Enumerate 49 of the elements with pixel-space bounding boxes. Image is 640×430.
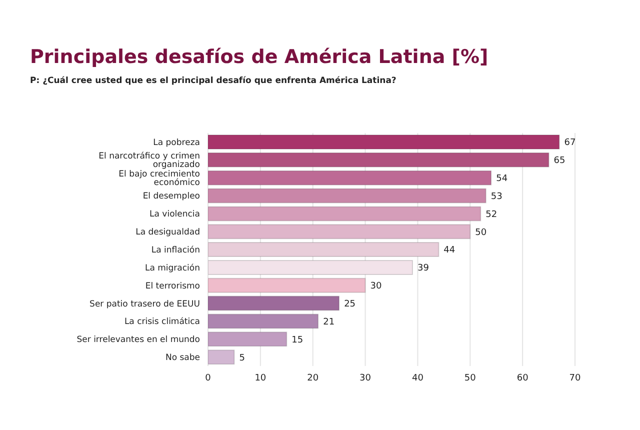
- data-label: 39: [417, 264, 430, 274]
- y-tick-label: La desigualdad: [136, 228, 200, 238]
- data-label: 21: [323, 317, 335, 328]
- data-label: 5: [239, 353, 245, 364]
- y-tick-label: Ser patio trasero de EEUU: [90, 299, 200, 310]
- y-tick-label: El desempleo: [142, 192, 200, 202]
- bar: [208, 278, 366, 293]
- bar: [208, 296, 340, 311]
- data-label: 44: [444, 246, 456, 256]
- x-tick-label: 60: [516, 373, 529, 384]
- data-label: 25: [344, 300, 356, 310]
- bar: [208, 134, 560, 150]
- bar: [208, 206, 482, 222]
- bar: [208, 260, 413, 275]
- bar: [208, 188, 486, 204]
- data-label: 15: [292, 335, 304, 346]
- y-tick-label: La pobreza: [153, 138, 200, 148]
- data-label: 54: [496, 174, 508, 184]
- data-label: 50: [475, 228, 487, 238]
- y-tick-label: La crisis climática: [124, 317, 200, 328]
- data-label: 52: [486, 210, 498, 220]
- data-label: 53: [490, 192, 502, 202]
- data-label: 67: [564, 138, 576, 148]
- x-tick-label: 50: [464, 373, 476, 384]
- data-label: 30: [370, 282, 382, 292]
- bar: [208, 224, 471, 240]
- chart-subtitle: P: ¿Cuál cree usted que es el principal desafío que enfrenta América Latina?: [30, 76, 396, 86]
- x-tick-label: 40: [412, 373, 424, 384]
- x-tick-label: 20: [307, 373, 319, 384]
- y-tick-label: El narcotráfico y crimen organizado: [98, 152, 200, 170]
- bar: [208, 314, 319, 329]
- y-tick-label: El terrorismo: [145, 281, 200, 292]
- y-tick-label: La inflación: [151, 246, 200, 256]
- x-tick-label: 10: [254, 373, 266, 384]
- bar: [208, 170, 492, 186]
- x-tick-label: 30: [360, 373, 372, 384]
- y-tick-label: No sabe: [165, 353, 200, 364]
- bar: [208, 350, 235, 365]
- y-tick-label: El bajo crecimiento económico: [118, 170, 200, 188]
- bar: [208, 242, 440, 258]
- bar: [208, 332, 288, 347]
- x-tick-label: 70: [569, 373, 581, 384]
- y-tick-label: La migración: [144, 263, 200, 274]
- bar: [208, 152, 550, 168]
- y-tick-label: Ser irrelevantes en el mundo: [76, 335, 200, 346]
- x-tick-label: 0: [205, 373, 212, 384]
- chart-title: Principales desafíos de América Latina [%]: [30, 46, 488, 68]
- data-label: 65: [554, 156, 566, 166]
- y-tick-label: La violencia: [150, 210, 200, 220]
